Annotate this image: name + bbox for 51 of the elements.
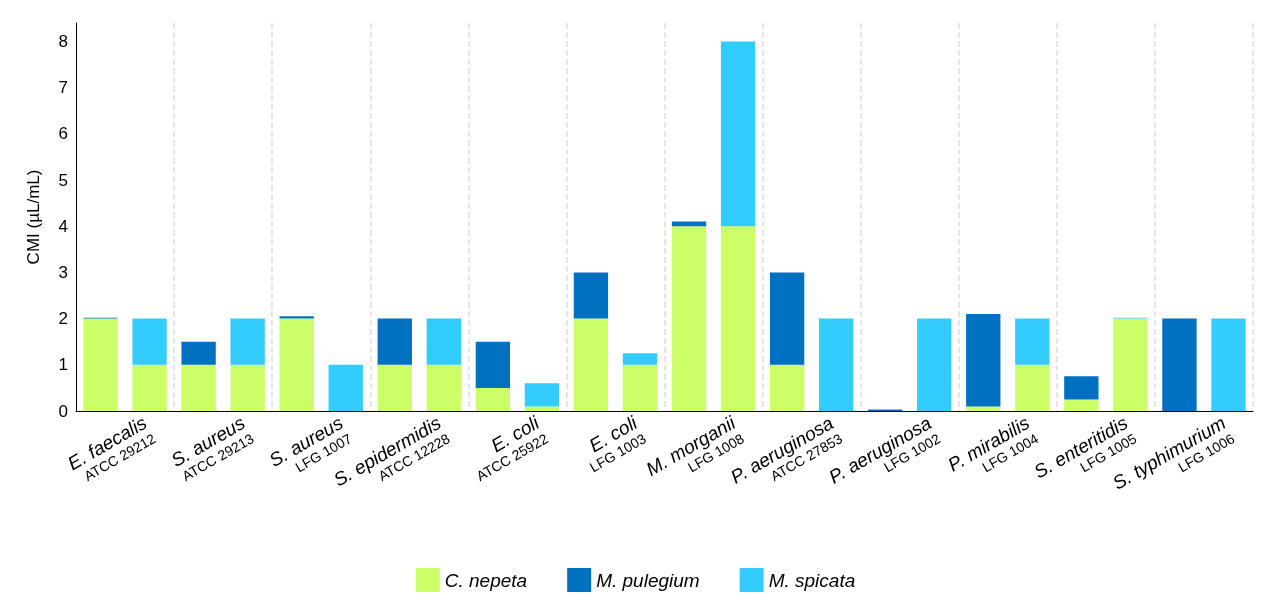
bar bbox=[132, 364, 167, 411]
bar bbox=[1015, 364, 1050, 411]
bar bbox=[1064, 399, 1099, 411]
bar bbox=[720, 226, 756, 411]
y-tick-label: 8 bbox=[58, 31, 68, 51]
bar bbox=[83, 318, 118, 411]
legend-label: C. nepeta bbox=[444, 569, 528, 591]
bar bbox=[328, 364, 363, 411]
bar bbox=[279, 316, 314, 319]
bar bbox=[230, 318, 265, 365]
y-tick-label: 1 bbox=[58, 355, 68, 375]
bar bbox=[1211, 318, 1246, 411]
bar bbox=[1015, 318, 1050, 365]
bar bbox=[181, 364, 216, 411]
legend-label: M. pulegium bbox=[596, 569, 700, 591]
bar bbox=[475, 341, 511, 388]
bar bbox=[426, 364, 461, 411]
y-tick-label: 3 bbox=[58, 262, 68, 282]
y-tick-label: 6 bbox=[58, 124, 68, 144]
bar bbox=[966, 406, 1001, 411]
bar bbox=[818, 318, 854, 411]
bar bbox=[573, 318, 609, 411]
bar bbox=[230, 364, 265, 411]
bar bbox=[720, 41, 756, 227]
y-tick-label: 0 bbox=[58, 401, 68, 421]
legend-label: M. spicata bbox=[768, 569, 856, 591]
bar bbox=[524, 383, 560, 407]
bar bbox=[671, 226, 707, 411]
bar bbox=[769, 272, 805, 365]
bar bbox=[622, 364, 658, 411]
bar bbox=[622, 353, 658, 365]
bar bbox=[181, 341, 216, 365]
y-axis-title: CMI (µL/mL) bbox=[24, 169, 43, 265]
bar bbox=[377, 364, 412, 411]
bar bbox=[475, 387, 511, 411]
y-tick-label: 4 bbox=[58, 216, 68, 236]
bar bbox=[377, 318, 412, 365]
bar bbox=[966, 314, 1001, 407]
bar bbox=[573, 272, 609, 319]
bar bbox=[1064, 376, 1099, 400]
bar bbox=[769, 364, 805, 411]
y-tick-label: 2 bbox=[58, 309, 68, 329]
y-tick-label: 5 bbox=[58, 170, 68, 190]
bar bbox=[132, 318, 167, 365]
bar bbox=[279, 318, 314, 411]
bar bbox=[1113, 318, 1148, 411]
bar bbox=[1162, 318, 1197, 411]
bar bbox=[426, 318, 461, 365]
bar bbox=[917, 318, 952, 411]
y-tick-label: 7 bbox=[58, 78, 68, 98]
bar bbox=[524, 406, 560, 411]
